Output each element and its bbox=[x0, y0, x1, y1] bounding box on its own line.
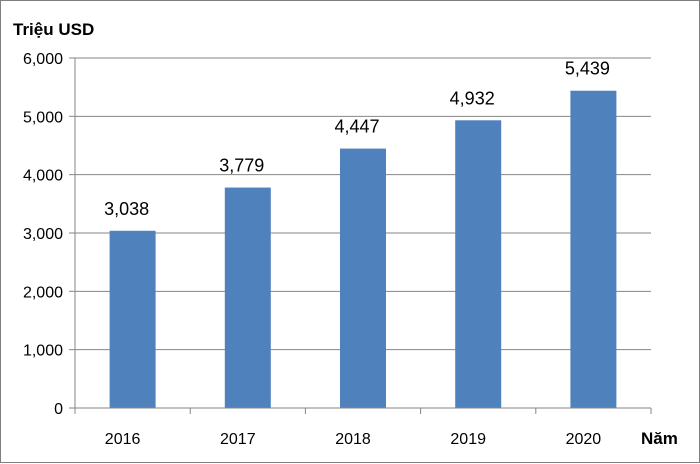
y-tick-label: 1,000 bbox=[23, 343, 63, 360]
x-tick-label: 2016 bbox=[105, 431, 141, 448]
x-axis-title: Năm bbox=[641, 429, 678, 448]
data-label: 5,439 bbox=[565, 59, 610, 79]
bar bbox=[109, 230, 156, 408]
x-tick-label: 2017 bbox=[220, 431, 256, 448]
x-tick-label: 2018 bbox=[335, 431, 371, 448]
y-tick-label: 0 bbox=[54, 401, 63, 418]
data-label: 3,779 bbox=[219, 156, 264, 176]
bar bbox=[224, 187, 271, 408]
y-axis-title: Triệu USD bbox=[13, 20, 94, 39]
x-tick-label: 2020 bbox=[566, 431, 602, 448]
bar bbox=[340, 148, 386, 408]
y-tick-label: 2,000 bbox=[23, 284, 63, 301]
data-label: 4,932 bbox=[450, 88, 495, 108]
y-tick-label: 3,000 bbox=[23, 226, 63, 243]
bar bbox=[455, 120, 502, 409]
data-label: 3,038 bbox=[104, 199, 149, 219]
axes bbox=[69, 57, 652, 414]
bars bbox=[109, 90, 617, 409]
labels: 0 1,000 2,000 3,000 4,000 5,000 6,000 3,038 2016… bbox=[23, 51, 610, 448]
bar bbox=[570, 90, 617, 408]
data-label: 4,447 bbox=[334, 117, 379, 137]
x-tick-label: 2019 bbox=[450, 431, 486, 448]
y-tick-label: 5,000 bbox=[23, 109, 63, 126]
y-tick-label: 6,000 bbox=[23, 51, 63, 68]
y-tick-label: 4,000 bbox=[23, 168, 63, 185]
